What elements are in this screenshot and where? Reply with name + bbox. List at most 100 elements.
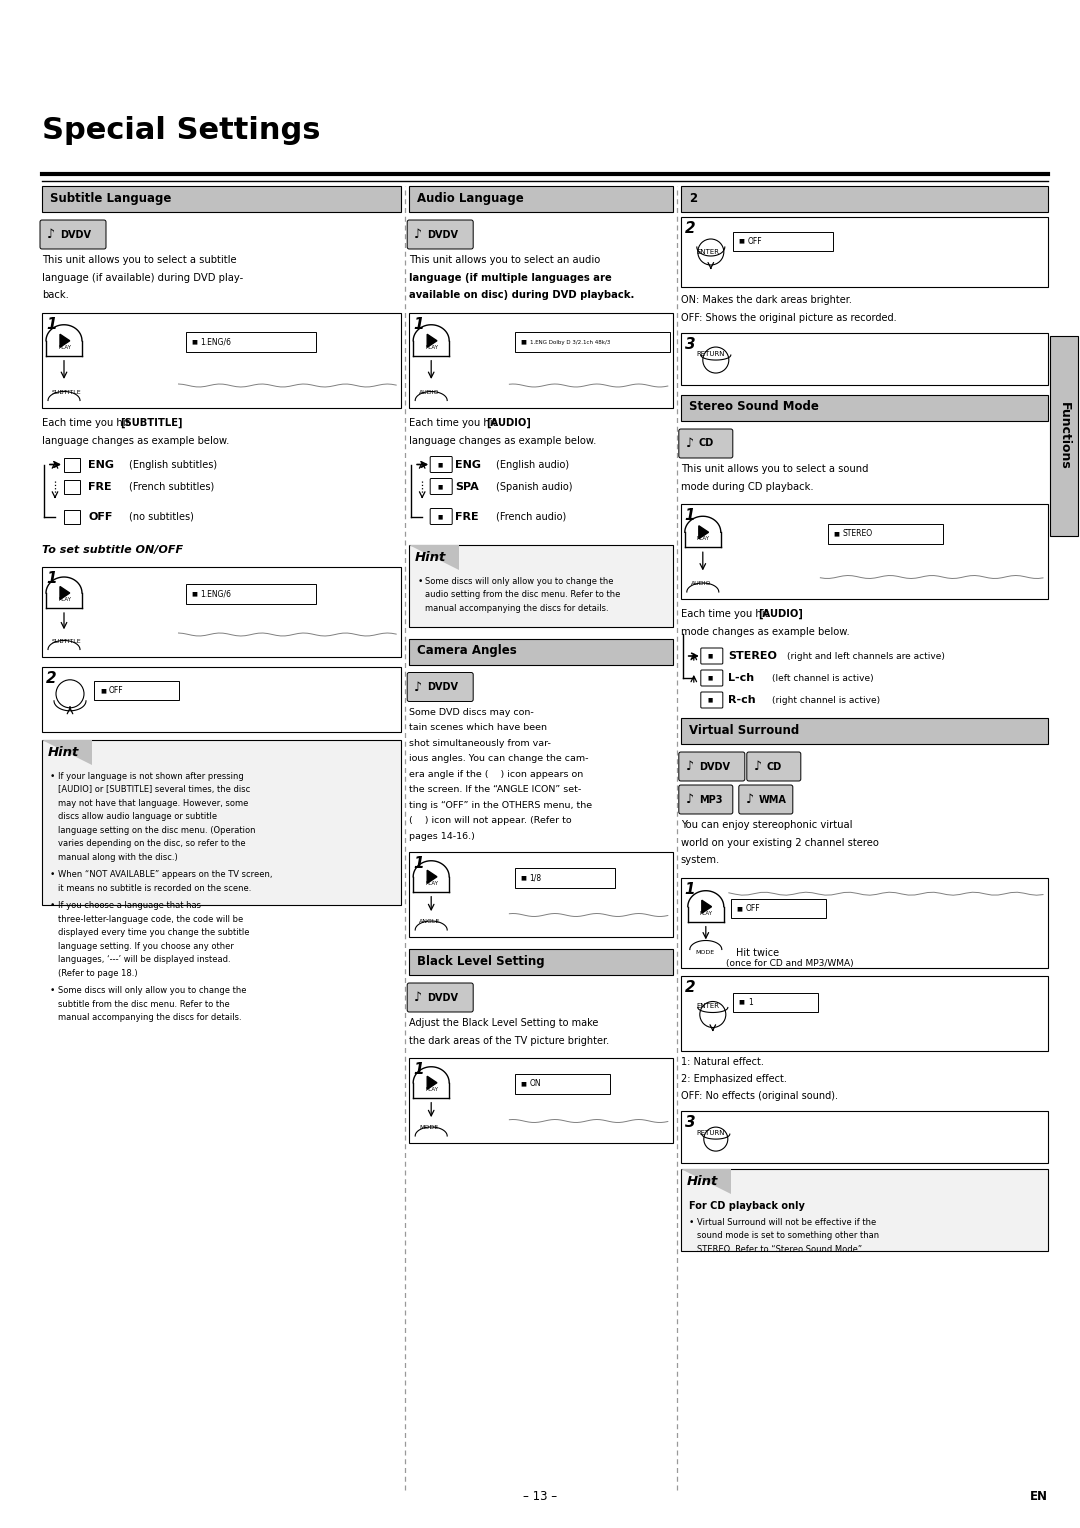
Text: (French audio): (French audio) bbox=[496, 512, 566, 521]
Text: system.: system. bbox=[680, 856, 720, 865]
Text: PLAY: PLAY bbox=[426, 1086, 438, 1091]
Text: ♪: ♪ bbox=[48, 228, 55, 241]
Text: DVDV: DVDV bbox=[428, 229, 458, 240]
Bar bbox=[94, 681, 179, 700]
Text: 1: 1 bbox=[747, 998, 753, 1007]
Text: 2: Emphasized effect.: 2: Emphasized effect. bbox=[680, 1074, 786, 1083]
Text: Audio Language: Audio Language bbox=[417, 191, 524, 205]
Text: ■: ■ bbox=[707, 675, 713, 680]
Text: MODE: MODE bbox=[419, 1125, 438, 1131]
Text: ■: ■ bbox=[834, 532, 839, 536]
Text: three-letter-language code, the code will be: three-letter-language code, the code wil… bbox=[58, 914, 243, 923]
Bar bbox=[733, 232, 833, 251]
Text: (    ) icon will not appear. (Refer to: ( ) icon will not appear. (Refer to bbox=[409, 816, 571, 825]
Text: Hint: Hint bbox=[415, 550, 446, 564]
Text: 1.ENG/6: 1.ENG/6 bbox=[201, 590, 232, 599]
Text: ON: ON bbox=[529, 1079, 541, 1088]
Text: OFF: OFF bbox=[746, 905, 760, 914]
Text: This unit allows you to select a sound: This unit allows you to select a sound bbox=[680, 465, 868, 474]
Text: [SUBTITLE]: [SUBTITLE] bbox=[120, 417, 183, 428]
Bar bbox=[42, 567, 401, 657]
Bar bbox=[64, 457, 80, 472]
Text: Some discs will only allow you to change the: Some discs will only allow you to change… bbox=[426, 576, 613, 585]
Text: varies depending on the disc, so refer to the: varies depending on the disc, so refer t… bbox=[58, 839, 245, 848]
Text: CD: CD bbox=[767, 761, 782, 772]
Polygon shape bbox=[60, 587, 70, 599]
Text: manual accompanying the discs for details.: manual accompanying the discs for detail… bbox=[426, 604, 609, 613]
Bar bbox=[409, 949, 673, 975]
Text: (French subtitles): (French subtitles) bbox=[129, 481, 214, 492]
Text: ENTER: ENTER bbox=[697, 1002, 719, 1008]
Text: languages, ‘---’ will be displayed instead.: languages, ‘---’ will be displayed inste… bbox=[58, 955, 231, 964]
Text: 1: 1 bbox=[685, 882, 696, 897]
FancyBboxPatch shape bbox=[746, 752, 800, 781]
Text: ■: ■ bbox=[521, 339, 527, 345]
Text: DVDV: DVDV bbox=[428, 681, 458, 692]
Text: •: • bbox=[50, 869, 55, 879]
Text: MODE: MODE bbox=[696, 949, 715, 955]
Bar bbox=[680, 1169, 1048, 1250]
Text: it means no subtitle is recorded on the scene.: it means no subtitle is recorded on the … bbox=[58, 883, 252, 892]
Text: OFF: Shows the original picture as recorded.: OFF: Shows the original picture as recor… bbox=[680, 313, 896, 322]
FancyBboxPatch shape bbox=[679, 785, 733, 814]
Text: 1: 1 bbox=[414, 856, 423, 871]
Text: 1: 1 bbox=[414, 1062, 423, 1077]
Bar bbox=[409, 639, 673, 665]
Text: 1: 1 bbox=[414, 316, 423, 332]
Text: OFF: No effects (original sound).: OFF: No effects (original sound). bbox=[680, 1091, 838, 1100]
Bar bbox=[680, 217, 1048, 287]
Text: ■: ■ bbox=[191, 591, 198, 597]
FancyBboxPatch shape bbox=[679, 429, 733, 458]
Text: (right and left channels are active): (right and left channels are active) bbox=[787, 651, 945, 660]
Text: You can enjoy stereophonic virtual: You can enjoy stereophonic virtual bbox=[680, 821, 852, 830]
Polygon shape bbox=[428, 1076, 437, 1089]
Bar bbox=[680, 877, 1048, 967]
Text: 1: 1 bbox=[685, 507, 696, 523]
Text: ious angles. You can change the cam-: ious angles. You can change the cam- bbox=[409, 753, 589, 762]
Text: sound mode is set to something other than: sound mode is set to something other tha… bbox=[697, 1232, 879, 1241]
Text: may not have that language. However, some: may not have that language. However, som… bbox=[58, 799, 248, 807]
Text: •: • bbox=[417, 576, 422, 585]
Text: language changes as example below.: language changes as example below. bbox=[42, 435, 229, 446]
Text: ♪: ♪ bbox=[754, 759, 761, 773]
Text: the screen. If the “ANGLE ICON” set-: the screen. If the “ANGLE ICON” set- bbox=[409, 785, 581, 795]
Text: STEREO: STEREO bbox=[728, 651, 777, 662]
Polygon shape bbox=[60, 335, 70, 347]
Bar bbox=[680, 396, 1048, 422]
Bar bbox=[64, 509, 80, 524]
Text: R-ch: R-ch bbox=[728, 695, 755, 704]
Text: FRE: FRE bbox=[455, 512, 478, 521]
Text: PLAY: PLAY bbox=[58, 597, 71, 602]
Bar bbox=[515, 868, 615, 888]
Text: Virtual Surround will not be effective if the: Virtual Surround will not be effective i… bbox=[697, 1218, 876, 1227]
Polygon shape bbox=[699, 526, 708, 539]
Text: ting is “OFF” in the OTHERS menu, the: ting is “OFF” in the OTHERS menu, the bbox=[409, 801, 592, 810]
Text: (no subtitles): (no subtitles) bbox=[129, 512, 193, 521]
Text: ■: ■ bbox=[437, 461, 443, 468]
Text: •: • bbox=[50, 902, 55, 911]
Bar bbox=[42, 666, 401, 732]
Text: (left channel is active): (left channel is active) bbox=[772, 674, 874, 683]
Text: If your language is not shown after pressing: If your language is not shown after pres… bbox=[58, 772, 244, 781]
Text: OFF: OFF bbox=[87, 512, 112, 521]
Polygon shape bbox=[409, 544, 459, 570]
Text: •: • bbox=[50, 772, 55, 781]
Text: Each time you hit: Each time you hit bbox=[680, 610, 771, 619]
Bar bbox=[1050, 336, 1078, 536]
FancyBboxPatch shape bbox=[701, 648, 723, 665]
FancyBboxPatch shape bbox=[701, 692, 723, 707]
Text: ♪: ♪ bbox=[686, 793, 693, 805]
Text: To set subtitle ON/OFF: To set subtitle ON/OFF bbox=[42, 544, 184, 555]
FancyBboxPatch shape bbox=[701, 669, 723, 686]
FancyBboxPatch shape bbox=[40, 220, 106, 249]
Text: back.: back. bbox=[42, 290, 69, 299]
Text: Functions: Functions bbox=[1057, 402, 1070, 471]
Text: DVDV: DVDV bbox=[428, 993, 458, 1002]
Text: SUBTITLE: SUBTITLE bbox=[52, 639, 82, 643]
Text: mode changes as example below.: mode changes as example below. bbox=[680, 626, 850, 637]
Text: Camera Angles: Camera Angles bbox=[417, 643, 517, 657]
Text: 1: 1 bbox=[46, 316, 56, 332]
Text: (English subtitles): (English subtitles) bbox=[129, 460, 217, 469]
Text: PLAY: PLAY bbox=[426, 345, 438, 350]
Bar bbox=[733, 993, 818, 1012]
